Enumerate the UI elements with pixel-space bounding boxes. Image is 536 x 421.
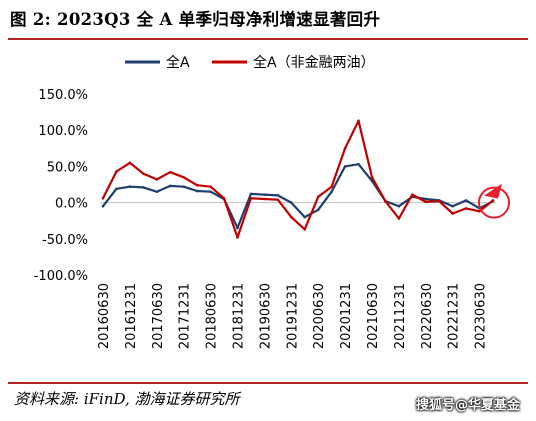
annotation-layer <box>478 183 510 219</box>
data-point-series-1 <box>397 217 401 220</box>
data-point-series-1 <box>222 196 226 200</box>
data-point-series-1 <box>115 170 118 173</box>
data-point-series-0 <box>289 201 293 204</box>
highlight-circle <box>478 186 510 219</box>
data-point-series-1 <box>437 199 441 203</box>
data-point-series-1 <box>384 199 387 203</box>
data-point-series-1 <box>142 172 145 175</box>
title-divider <box>8 38 528 40</box>
x-tick-label: 20171231 <box>178 283 193 349</box>
data-point-series-1 <box>182 175 185 179</box>
y-axis: 150.0% 100.0% 50.0% 0.0% -50.0% -100.0% <box>34 88 88 284</box>
data-point-series-0 <box>451 204 454 208</box>
y-tick-label: 100.0% <box>38 124 88 139</box>
data-point-series-0 <box>249 192 253 196</box>
x-tick-label: 20211231 <box>393 283 408 349</box>
data-point-series-0 <box>303 215 307 219</box>
watermark: 搜狐号@华夏基金 <box>415 398 520 413</box>
legend: 全A 全A（非金融两油） <box>125 54 375 71</box>
series-line-1 <box>102 119 494 239</box>
data-point-series-1 <box>491 199 495 202</box>
data-point-series-0 <box>142 186 145 189</box>
data-point-series-1 <box>155 178 159 181</box>
x-tick-label: 20190630 <box>258 283 273 349</box>
data-point-series-0 <box>115 187 118 191</box>
data-point-series-1 <box>263 197 266 201</box>
chart-title: 图 2: 2023Q3 全 A 单季归母净利增速显著回升 <box>10 10 381 29</box>
series-line-0 <box>102 163 494 229</box>
data-point-series-0 <box>464 199 468 202</box>
data-point-series-0 <box>195 189 199 193</box>
y-tick-label: -50.0% <box>42 233 88 248</box>
data-point-series-1 <box>168 170 172 174</box>
data-point-series-1 <box>424 200 428 204</box>
x-tick-label: 20181231 <box>231 283 246 349</box>
y-tick-label: -100.0% <box>34 269 88 284</box>
data-point-series-0 <box>343 165 347 168</box>
up-arrow-icon <box>484 183 502 199</box>
data-point-series-1 <box>303 228 307 231</box>
x-tick-label: 20210630 <box>366 283 381 349</box>
data-point-series-0 <box>357 162 360 166</box>
data-point-series-1 <box>249 196 253 200</box>
data-point-series-1 <box>195 183 199 187</box>
source-note: 资料来源: iFinD, 渤海证券研究所 <box>14 390 240 408</box>
y-tick-label: 0.0% <box>55 197 88 212</box>
source-divider <box>8 382 528 384</box>
data-point-series-0 <box>263 193 266 196</box>
x-tick-label: 20221231 <box>447 283 462 349</box>
data-point-series-1 <box>209 185 212 188</box>
data-point-series-0 <box>236 226 239 230</box>
data-point-series-1 <box>289 215 293 219</box>
data-point-series-1 <box>451 212 454 215</box>
data-point-series-1 <box>276 198 280 202</box>
y-tick-label: 50.0% <box>47 160 88 175</box>
x-tick-label: 20180630 <box>205 283 220 349</box>
x-tick-label: 20170630 <box>151 283 166 349</box>
data-point-series-1 <box>330 185 333 188</box>
legend-label-quan-a: 全A <box>166 54 190 71</box>
x-tick-label: 20220630 <box>420 283 435 349</box>
data-point-series-1 <box>236 236 239 239</box>
data-point-series-1 <box>343 147 347 150</box>
data-point-series-1 <box>316 195 320 199</box>
data-point-series-1 <box>411 193 414 196</box>
y-tick-label: 150.0% <box>38 88 88 103</box>
x-tick-label: 20201231 <box>339 283 354 349</box>
line-chart: 全A 全A（非金融两油） 150.0% 100.0% 50.0% 0.0% -50.0%… <box>34 54 510 349</box>
data-point-series-0 <box>182 185 185 188</box>
data-point-series-0 <box>330 190 333 194</box>
x-tick-label: 20191231 <box>285 283 300 349</box>
x-tick-label: 20230630 <box>474 283 489 349</box>
x-axis: 20160630 20161231 20170630 20171231 20180630… <box>97 202 496 349</box>
x-tick-label: 20160630 <box>97 283 112 349</box>
legend-label-quan-a-ex-fin: 全A（非金融两油） <box>253 54 375 71</box>
data-point-series-1 <box>357 119 360 123</box>
data-point-series-0 <box>168 184 172 188</box>
data-point-series-1 <box>128 161 132 165</box>
x-tick-label: 20161231 <box>124 283 139 349</box>
data-point-series-0 <box>155 190 159 194</box>
data-point-series-0 <box>128 185 132 188</box>
x-tick-label: 20200630 <box>312 283 327 349</box>
data-point-series-0 <box>276 194 280 197</box>
data-point-series-0 <box>316 208 320 212</box>
data-point-series-0 <box>101 204 105 208</box>
data-point-series-0 <box>424 197 428 201</box>
data-point-series-1 <box>101 196 105 200</box>
data-point-series-1 <box>370 175 374 179</box>
data-point-series-0 <box>397 204 401 208</box>
data-point-series-0 <box>209 190 212 194</box>
series-layer <box>101 119 495 239</box>
data-point-series-1 <box>464 207 468 210</box>
